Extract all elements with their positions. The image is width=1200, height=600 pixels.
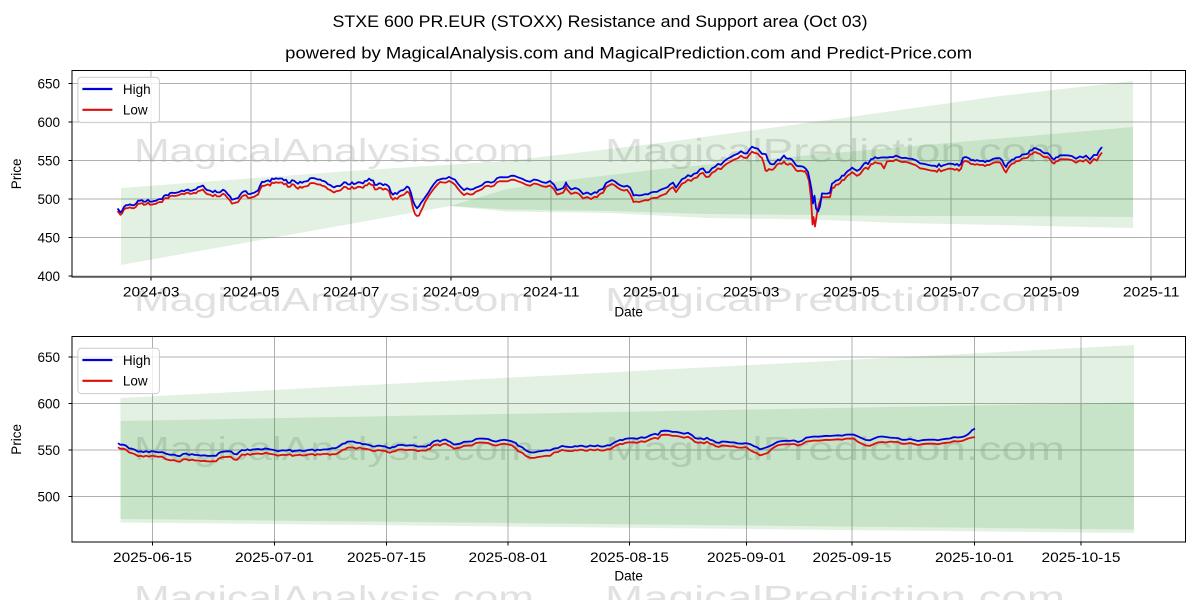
svg-text:500: 500: [37, 490, 60, 505]
svg-text:2025-05: 2025-05: [823, 285, 880, 300]
svg-text:2025-01: 2025-01: [623, 285, 680, 300]
svg-text:MagicalAnalysis.com: MagicalAnalysis.com: [134, 133, 534, 170]
svg-text:2024-07: 2024-07: [323, 285, 380, 300]
svg-text:Date: Date: [614, 305, 643, 320]
svg-text:550: 550: [37, 153, 60, 168]
svg-text:650: 650: [37, 76, 60, 91]
svg-text:Date: Date: [614, 569, 643, 584]
svg-text:600: 600: [37, 396, 60, 411]
svg-text:High: High: [123, 82, 151, 97]
svg-text:2025-03: 2025-03: [723, 285, 780, 300]
svg-text:2025-09: 2025-09: [1023, 285, 1080, 300]
svg-text:Low: Low: [123, 103, 148, 118]
svg-text:2025-08-15: 2025-08-15: [590, 550, 669, 565]
svg-text:550: 550: [37, 443, 60, 458]
svg-text:2025-07-15: 2025-07-15: [347, 550, 426, 565]
svg-text:2025-07: 2025-07: [923, 285, 980, 300]
svg-text:2025-09-15: 2025-09-15: [813, 550, 892, 565]
svg-text:600: 600: [37, 115, 60, 130]
svg-text:MagicalAnalysis.com: MagicalAnalysis.com: [134, 282, 534, 319]
svg-text:650: 650: [37, 350, 60, 365]
svg-text:2025-10-01: 2025-10-01: [935, 550, 1014, 565]
svg-text:powered by MagicalAnalysis.com: powered by MagicalAnalysis.com and Magic…: [285, 45, 972, 63]
svg-text:MagicalAnalysis.com: MagicalAnalysis.com: [134, 580, 534, 600]
svg-text:2025-08-01: 2025-08-01: [469, 550, 548, 565]
svg-text:400: 400: [37, 269, 60, 284]
svg-text:2025-07-01: 2025-07-01: [235, 550, 314, 565]
svg-text:Low: Low: [123, 374, 148, 389]
svg-text:STXE 600 PR.EUR (STOXX) Resist: STXE 600 PR.EUR (STOXX) Resistance and S…: [333, 13, 868, 31]
svg-text:2025-10-15: 2025-10-15: [1042, 550, 1121, 565]
svg-text:Price: Price: [9, 424, 24, 455]
svg-text:2024-03: 2024-03: [123, 285, 180, 300]
svg-text:2024-05: 2024-05: [223, 285, 280, 300]
svg-text:2025-06-15: 2025-06-15: [113, 550, 192, 565]
svg-text:MagicalPrediction.com: MagicalPrediction.com: [605, 282, 1065, 319]
svg-text:MagicalPrediction.com: MagicalPrediction.com: [605, 133, 1065, 170]
svg-text:2025-11: 2025-11: [1123, 285, 1180, 300]
svg-text:2024-09: 2024-09: [423, 285, 480, 300]
svg-text:Price: Price: [9, 158, 24, 189]
svg-text:500: 500: [37, 192, 60, 207]
svg-text:2024-11: 2024-11: [523, 285, 580, 300]
svg-text:2025-09-01: 2025-09-01: [707, 550, 786, 565]
svg-text:450: 450: [37, 230, 60, 245]
svg-text:High: High: [123, 353, 151, 368]
svg-text:MagicalPrediction.com: MagicalPrediction.com: [605, 580, 1065, 600]
